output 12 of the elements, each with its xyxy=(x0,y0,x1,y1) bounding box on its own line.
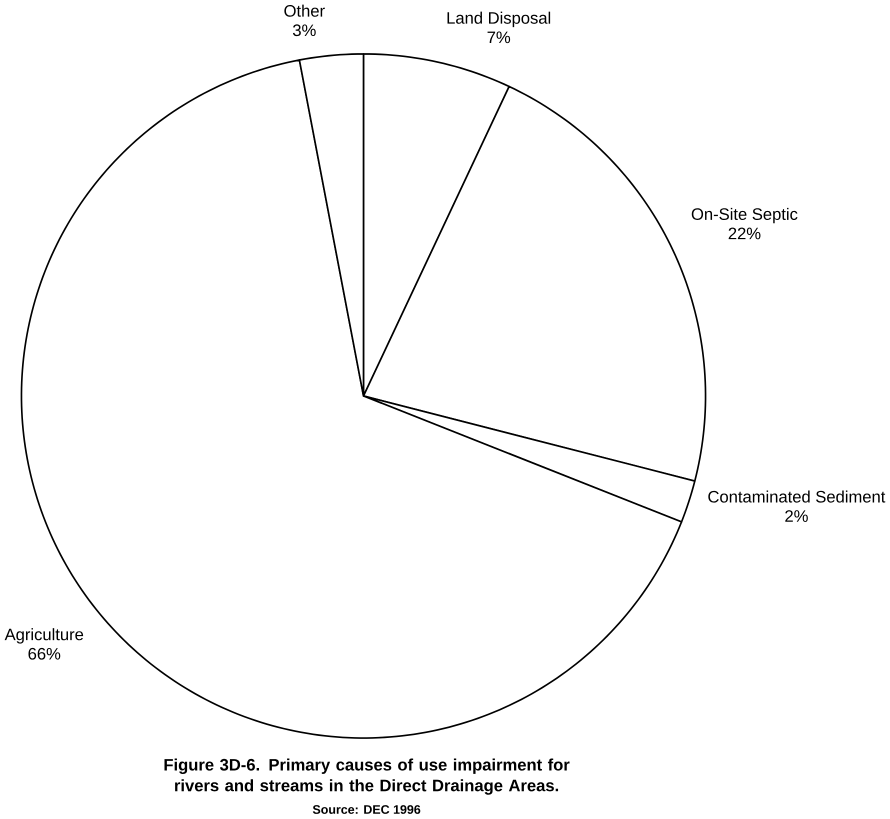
data-label: 66% xyxy=(28,648,60,660)
text: Figure 3D-6. Primary causes of use impairment for rivers and streams in the Direct Drainage Areas. xyxy=(164,758,570,795)
data-label: 3% xyxy=(292,24,316,36)
source-note: Source: DEC 1996 xyxy=(312,805,420,814)
data-label: 22% xyxy=(728,228,760,240)
data-label: 2% xyxy=(785,510,808,522)
slice-label: Land Disposal xyxy=(448,12,550,28)
data-label: 7% xyxy=(488,32,510,44)
slice-label: Contaminated Sediment xyxy=(708,490,886,503)
slice-label: On-Site Septic xyxy=(692,208,798,224)
slice-label: Agriculture xyxy=(4,628,84,644)
slice-label: Other xyxy=(284,4,325,18)
